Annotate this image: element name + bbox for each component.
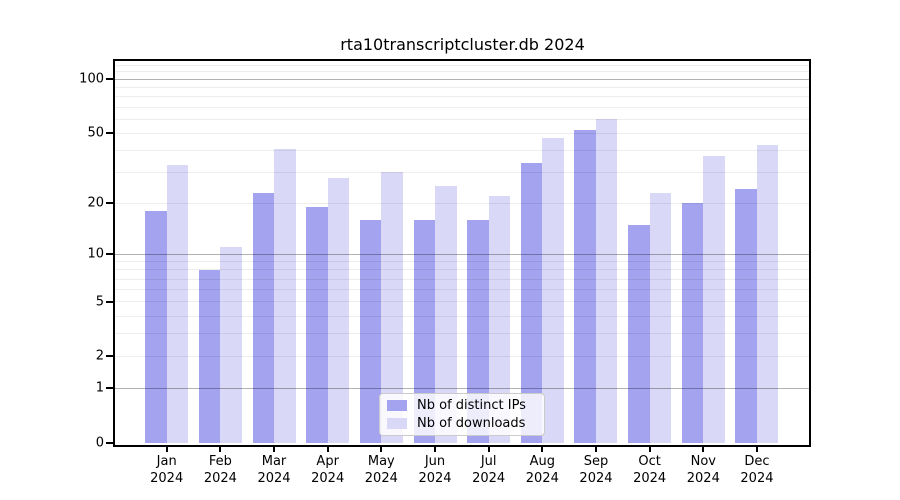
bar-nb-of-distinct-ips-jun <box>413 219 435 443</box>
legend-swatch-downloads <box>387 418 407 430</box>
gridline-minor <box>115 333 809 335</box>
x-tick-mark <box>594 445 597 452</box>
y-tick-label: 10 <box>87 246 104 262</box>
bar-nb-of-distinct-ips-nov <box>681 203 704 443</box>
bar-nb-of-downloads-aug <box>542 138 564 443</box>
y-tick-mark <box>106 442 113 444</box>
x-tick-label-nov: Nov 2024 <box>686 454 720 486</box>
y-tick-mark <box>106 202 113 205</box>
x-tick-label-jan: Jan 2024 <box>150 454 184 486</box>
bar-nb-of-distinct-ips-apr <box>306 206 328 443</box>
y-tick-mark <box>106 387 113 390</box>
y-tick-label: 50 <box>87 125 104 141</box>
y-tick-mark <box>106 132 113 135</box>
x-tick-mark <box>541 445 544 452</box>
gridline-minor <box>115 278 809 280</box>
x-tick-mark <box>648 445 651 452</box>
bar-nb-of-downloads-mar <box>274 148 296 443</box>
gridline-minor <box>115 315 809 317</box>
bar-nb-of-downloads-oct <box>649 192 672 443</box>
bar-nb-of-downloads-jun <box>435 186 457 443</box>
gridline-minor <box>115 96 809 98</box>
bar-nb-of-downloads-jul <box>488 195 511 443</box>
gridline-minor <box>115 355 809 357</box>
x-tick-mark <box>380 445 383 452</box>
y-tick-mark <box>106 355 113 358</box>
gridline-minor <box>115 118 809 120</box>
bar-nb-of-distinct-ips-sep <box>574 130 596 443</box>
bar-nb-of-distinct-ips-mar <box>252 192 275 443</box>
x-tick-mark <box>702 445 705 452</box>
bar-nb-of-downloads-dec <box>756 144 779 443</box>
bar-nb-of-downloads-apr <box>327 177 350 443</box>
gridline-minor <box>115 301 809 303</box>
bar-nb-of-distinct-ips-jan <box>145 211 167 443</box>
gridline-minor <box>115 149 809 151</box>
x-tick-mark <box>434 445 436 452</box>
bar-nb-of-downloads-jan <box>166 165 189 443</box>
x-tick-label-mar: Mar 2024 <box>257 454 291 486</box>
x-tick-label-oct: Oct 2024 <box>633 454 667 486</box>
bar-nb-of-distinct-ips-feb <box>198 269 221 443</box>
x-tick-label-may: May 2024 <box>364 454 398 486</box>
x-tick-mark <box>165 445 168 452</box>
y-tick-mark <box>106 300 113 303</box>
y-tick-label: 20 <box>87 195 104 211</box>
x-tick-label-jul: Jul 2024 <box>472 454 506 486</box>
gridline-minor <box>115 269 809 271</box>
gridline-minor <box>115 132 809 134</box>
bar-nb-of-downloads-may <box>381 172 403 443</box>
legend: Nb of distinct IPs Nb of downloads <box>379 393 545 436</box>
gridline-minor <box>115 202 809 204</box>
legend-item-distinct-ips: Nb of distinct IPs <box>387 398 544 413</box>
y-tick-label: 2 <box>95 348 104 364</box>
gridline-minor <box>115 71 809 73</box>
y-tick-label: 100 <box>79 71 104 87</box>
x-tick-label-feb: Feb 2024 <box>203 454 237 486</box>
bar-nb-of-distinct-ips-aug <box>520 162 543 443</box>
bar-nb-of-downloads-nov <box>703 156 725 443</box>
y-tick-mark <box>106 78 113 81</box>
legend-label-distinct-ips: Nb of distinct IPs <box>417 397 526 413</box>
gridline-major <box>115 253 809 255</box>
bar-nb-of-distinct-ips-may <box>359 219 382 443</box>
bar-nb-of-downloads-sep <box>595 119 618 443</box>
x-tick-mark <box>755 445 758 452</box>
legend-item-downloads: Nb of downloads <box>387 416 544 431</box>
y-tick-label: 1 <box>95 380 104 396</box>
bar-nb-of-distinct-ips-jul <box>467 219 489 443</box>
x-tick-mark <box>487 445 490 452</box>
gridline-minor <box>115 171 809 173</box>
legend-swatch-distinct-ips <box>387 399 407 411</box>
bar-nb-of-distinct-ips-dec <box>735 189 757 443</box>
y-tick-label: 0 <box>95 435 104 451</box>
gridline-minor <box>115 261 809 263</box>
legend-label-downloads: Nb of downloads <box>417 416 526 432</box>
gridline-minor <box>115 289 809 291</box>
gridline-major <box>115 78 809 80</box>
x-tick-mark <box>273 445 276 452</box>
chart-title: rta10transcriptcluster.db 2024 <box>340 35 585 54</box>
x-tick-label-jun: Jun 2024 <box>418 454 452 486</box>
x-tick-label-apr: Apr 2024 <box>311 454 345 486</box>
x-tick-mark <box>219 445 222 452</box>
gridline-minor <box>115 64 809 66</box>
bar-nb-of-downloads-feb <box>220 247 242 443</box>
x-tick-label-aug: Aug 2024 <box>525 454 559 486</box>
gridline-major <box>115 387 809 389</box>
gridline-minor <box>115 106 809 108</box>
y-tick-label: 5 <box>95 294 104 310</box>
gridline-minor <box>115 87 809 89</box>
x-tick-mark <box>326 445 329 452</box>
x-tick-label-dec: Dec 2024 <box>740 454 774 486</box>
y-tick-mark <box>106 253 113 256</box>
bar-nb-of-distinct-ips-oct <box>628 224 650 443</box>
x-tick-label-sep: Sep 2024 <box>579 454 613 486</box>
